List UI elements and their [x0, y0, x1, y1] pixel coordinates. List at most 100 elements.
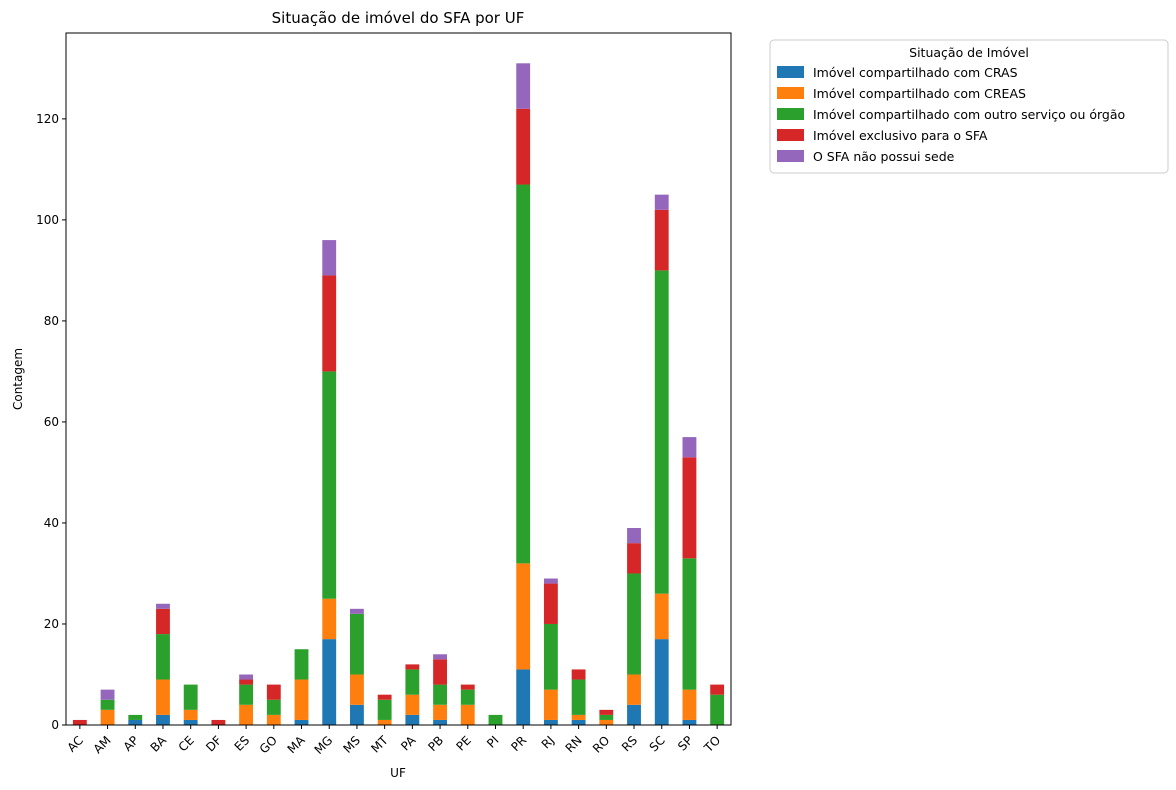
bar-SC-series-1 [654, 639, 669, 725]
bar-PE-series-3 [460, 689, 475, 705]
bar-PA-series-4 [405, 664, 420, 670]
bar-PA-series-2 [405, 694, 420, 715]
y-tick-label: 120 [36, 112, 59, 126]
bar-SP-series-2 [682, 689, 697, 720]
bar-PB-series-2 [433, 704, 447, 720]
axes-frame [65, 32, 732, 726]
y-tick-label: 20 [44, 617, 59, 631]
legend-swatch-1 [777, 66, 804, 78]
legend-frame [769, 39, 1169, 174]
bar-PI-series-3 [488, 714, 503, 725]
bar-RO-series-3 [599, 714, 614, 720]
bar-PR-series-2 [516, 563, 531, 670]
legend-swatch-3 [777, 108, 804, 120]
bar-RJ-series-3 [543, 623, 558, 690]
bar-RS-series-4 [627, 543, 641, 574]
bar-RJ-series-4 [543, 583, 558, 624]
bar-PB-series-1 [433, 719, 447, 725]
bar-MG-series-2 [322, 598, 337, 640]
legend-label-1: Imóvel compartilhado com CRAS [813, 65, 1018, 80]
bar-MA-series-1 [294, 719, 309, 725]
bar-ES-series-2 [239, 704, 254, 725]
bar-PA-series-3 [405, 669, 420, 695]
bar-RS-series-5 [627, 528, 641, 544]
bar-TO-series-4 [710, 684, 725, 695]
bar-AC-series-4 [72, 719, 87, 725]
y-tick-label: 0 [51, 718, 59, 732]
bar-MG-series-4 [322, 275, 337, 372]
bar-BA-series-5 [156, 603, 170, 609]
bar-PE-series-4 [460, 684, 475, 690]
bar-RS-series-3 [627, 573, 641, 675]
bar-MT-series-4 [377, 694, 392, 700]
bar-PE-series-2 [460, 704, 475, 725]
legend-title: Situação de Imóvel [909, 45, 1029, 60]
y-tick-label: 80 [44, 314, 59, 328]
bar-PR-series-3 [516, 184, 531, 564]
bar-MA-series-3 [294, 649, 309, 680]
bar-AM-series-5 [100, 689, 115, 700]
bar-MS-series-1 [350, 704, 364, 725]
bar-SP-series-1 [682, 719, 697, 725]
x-axis-label: UF [390, 766, 406, 780]
bar-MG-series-1 [322, 639, 337, 725]
bar-SC-series-2 [654, 593, 669, 640]
legend-label-3: Imóvel compartilhado com outro serviço o… [813, 107, 1125, 122]
legend-label-5: O SFA não possui sede [813, 149, 955, 164]
bar-PB-series-5 [433, 654, 447, 660]
bar-ES-series-4 [239, 679, 254, 685]
bar-MS-series-5 [350, 608, 364, 614]
bar-AP-series-1 [128, 719, 143, 725]
bar-SC-series-5 [654, 194, 669, 210]
bar-PA-series-1 [405, 714, 420, 725]
bar-CE-series-3 [183, 684, 198, 710]
bar-AM-series-3 [100, 699, 115, 710]
bar-RJ-series-1 [543, 719, 558, 725]
legend-label-4: Imóvel exclusivo para o SFA [813, 128, 988, 143]
bar-SP-series-3 [682, 558, 697, 690]
bar-RN-series-1 [571, 719, 586, 725]
bar-AP-series-3 [128, 714, 143, 720]
legend-swatch-4 [777, 129, 804, 141]
bar-RS-series-2 [627, 674, 641, 705]
bar-PR-series-4 [516, 108, 531, 185]
bar-TO-series-3 [710, 694, 725, 725]
bar-MG-series-5 [322, 240, 337, 276]
bar-SP-series-4 [682, 457, 697, 559]
bar-RN-series-3 [571, 679, 586, 715]
bar-MS-series-2 [350, 674, 364, 705]
bar-MA-series-2 [294, 679, 309, 720]
legend-swatch-2 [777, 87, 804, 99]
bar-ES-series-3 [239, 684, 254, 705]
bar-CE-series-2 [183, 709, 198, 720]
bar-RS-series-1 [627, 704, 641, 725]
bar-MG-series-3 [322, 371, 337, 599]
bar-GO-series-4 [266, 684, 281, 700]
bar-PR-series-5 [516, 63, 531, 109]
bar-AM-series-2 [100, 709, 115, 725]
bar-DF-series-4 [211, 719, 226, 725]
bar-SC-series-3 [654, 270, 669, 594]
bar-BA-series-3 [156, 634, 170, 680]
bar-PR-series-1 [516, 669, 531, 725]
bar-PB-series-4 [433, 659, 447, 685]
bar-SP-series-5 [682, 437, 697, 458]
bar-MT-series-2 [377, 719, 392, 725]
bar-RO-series-4 [599, 709, 614, 715]
bar-BA-series-4 [156, 608, 170, 635]
bar-BA-series-2 [156, 679, 170, 715]
bar-RJ-series-5 [543, 578, 558, 584]
y-tick-label: 100 [36, 213, 59, 227]
bar-RN-series-2 [571, 714, 586, 720]
bar-CE-series-1 [183, 719, 198, 725]
chart-title: Situação de imóvel do SFA por UF [272, 9, 525, 27]
bar-PB-series-3 [433, 684, 447, 705]
bar-ES-series-5 [239, 674, 254, 680]
y-tick-label: 40 [44, 516, 59, 530]
bar-RN-series-4 [571, 669, 586, 680]
y-tick-label: 60 [44, 415, 59, 429]
bar-GO-series-3 [266, 699, 281, 715]
bar-MT-series-3 [377, 699, 392, 720]
bar-GO-series-2 [266, 714, 281, 725]
